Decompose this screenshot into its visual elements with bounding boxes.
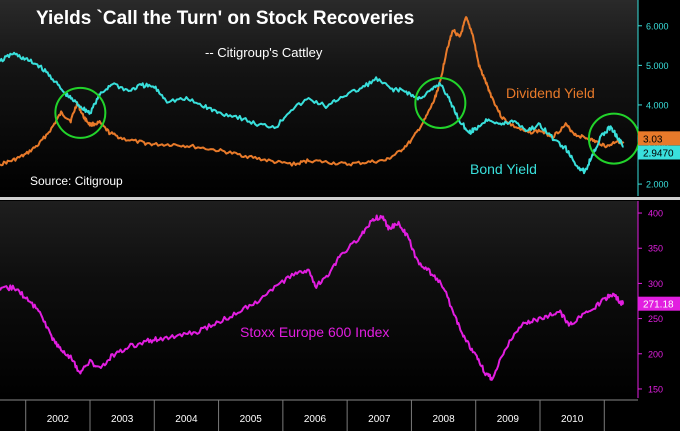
top-series-group	[0, 16, 625, 175]
x-ticks: 2002 2003 2004 2005 2006 2007 2008 2009 2010	[25, 400, 605, 431]
top-value-badges: 3.03 2.9470	[638, 131, 680, 160]
stoxx-600-line	[0, 214, 625, 381]
bottom-y-tick-label: 200	[648, 349, 663, 359]
x-axis: 2002 2003 2004 2005 2006 2007 2008 2009 2010	[0, 399, 638, 431]
bottom-y-tick-label: 250	[648, 314, 663, 324]
bottom-panel-background	[0, 201, 638, 398]
axis-background	[638, 0, 680, 431]
top-panel-background	[0, 0, 638, 196]
dividend-yield-value-badge-bg	[638, 131, 680, 146]
top-y-tick-label: 2.000	[646, 180, 669, 190]
bottom-y-ticks: 150 200 250 300 350 400	[638, 209, 663, 394]
dividend-yield-line	[0, 16, 625, 167]
stoxx-600-value-badge-bg	[638, 296, 680, 311]
x-tick-label: 2010	[561, 414, 584, 425]
bond-yield-line	[0, 51, 624, 175]
bottom-y-tick-label: 350	[648, 244, 663, 254]
bottom-panel: 150 200 250 300 350 400 271.18 Stoxx Europe 6…	[0, 201, 680, 398]
bottom-series-group	[0, 214, 625, 381]
chart-title: Yields `Call the Turn' on Stock Recoveri…	[36, 8, 414, 29]
series-label-bond-yield: Bond Yield	[470, 161, 537, 177]
chart-subtitle: -- Citigroup's Cattley	[205, 45, 323, 60]
x-tick-label: 2004	[175, 414, 198, 425]
x-tick-label: 2007	[368, 414, 391, 425]
series-label-dividend-yield: Dividend Yield	[506, 85, 595, 101]
dividend-yield-value-badge: 3.03	[643, 134, 663, 145]
bottom-y-tick-label: 300	[648, 279, 663, 289]
bottom-y-tick-label: 400	[648, 209, 663, 219]
highlight-circle	[54, 86, 107, 139]
x-tick-label: 2008	[432, 414, 455, 425]
x-tick-label: 2006	[304, 414, 327, 425]
highlight-circle	[414, 76, 467, 129]
stoxx-600-value-badge: 271.18	[643, 300, 674, 311]
top-y-tick-label: 4.000	[646, 100, 669, 110]
top-y-tick-label: 6.000	[646, 21, 669, 31]
bond-yield-value-badge: 2.9470	[643, 148, 674, 159]
top-y-tick-label: 5.000	[646, 61, 669, 71]
source-label: Source: Citigroup	[30, 174, 123, 188]
x-tick-label: 2003	[111, 414, 134, 425]
bottom-y-tick-label: 150	[648, 384, 663, 394]
bond-yield-value-badge-bg	[638, 145, 680, 160]
bottom-value-badges: 271.18	[638, 296, 680, 311]
x-tick-label: 2005	[240, 414, 263, 425]
series-label-stoxx-600: Stoxx Europe 600 Index	[240, 324, 389, 340]
x-tick-label: 2009	[497, 414, 520, 425]
x-tick-label: 2002	[47, 414, 70, 425]
